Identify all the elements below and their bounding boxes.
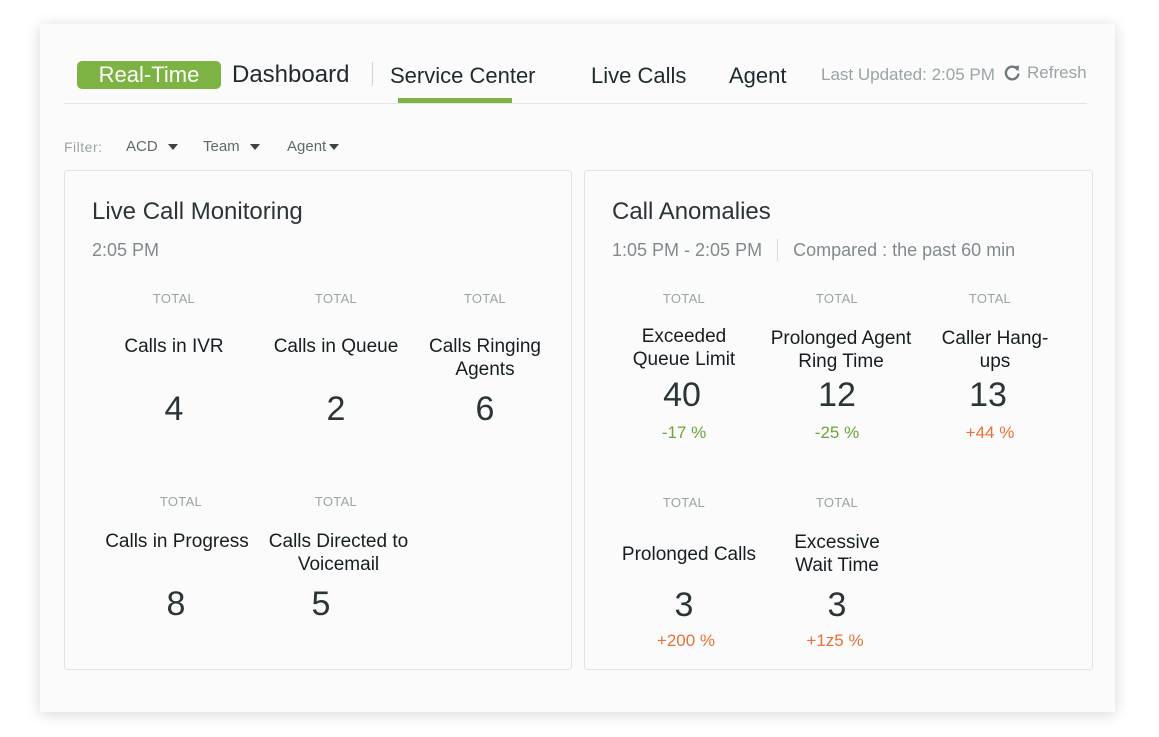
page-title: Dashboard xyxy=(232,61,350,88)
metric-total-label: TOTAL xyxy=(815,495,859,510)
metric-value: 8 xyxy=(166,585,186,623)
metric-change: -25 % xyxy=(814,423,860,442)
metric-value: 6 xyxy=(475,390,495,428)
title-divider xyxy=(372,62,373,86)
metric-label: Excessive Wait Time xyxy=(794,532,880,576)
metric-label: Prolonged Calls xyxy=(621,544,757,565)
metric-value: 4 xyxy=(164,390,184,428)
caret-down-icon xyxy=(329,143,340,150)
tab-agent[interactable]: Agent xyxy=(729,63,787,88)
metric-label: Prolonged Agent Ring Time xyxy=(770,328,912,372)
refresh-button[interactable]: Refresh xyxy=(1003,62,1087,84)
metric-value: 2 xyxy=(326,390,346,428)
metric-value: 3 xyxy=(827,586,847,624)
filter-acd-label: ACD xyxy=(126,138,158,155)
metric-total-label: TOTAL xyxy=(314,494,358,509)
header-divider xyxy=(64,103,1087,104)
panel-title: Live Call Monitoring xyxy=(92,198,303,225)
call-anomalies-panel: Call Anomalies 1:05 PM - 2:05 PM Compare… xyxy=(584,170,1093,670)
filter-agent-dropdown[interactable]: Agent xyxy=(287,138,340,155)
metric-total-label: TOTAL xyxy=(314,291,358,306)
refresh-icon xyxy=(1003,64,1021,82)
filter-team-label: Team xyxy=(203,138,240,155)
active-tab-indicator xyxy=(398,98,512,103)
metric-label: Calls Directed to Voicemail xyxy=(268,531,409,575)
caret-down-icon xyxy=(249,143,260,150)
metric-label: Calls in Progress xyxy=(105,531,249,552)
metric-label: Calls Ringing Agents xyxy=(429,336,541,380)
metric-value: 13 xyxy=(969,376,1007,414)
tab-live-calls[interactable]: Live Calls xyxy=(591,63,687,88)
metric-total-label: TOTAL xyxy=(463,291,507,306)
metric-change: +200 % xyxy=(656,631,716,650)
filter-acd-dropdown[interactable]: ACD xyxy=(126,138,178,155)
metric-value: 3 xyxy=(674,586,694,624)
metric-change: -17 % xyxy=(661,423,707,442)
panel-title: Call Anomalies xyxy=(612,198,771,225)
filter-team-dropdown[interactable]: Team xyxy=(203,138,260,155)
time-range: 1:05 PM - 2:05 PM xyxy=(612,240,763,260)
panel-time: 2:05 PM xyxy=(92,240,160,260)
dashboard-card: Real-Time Dashboard Service Center Live … xyxy=(40,24,1115,712)
metric-total-label: TOTAL xyxy=(662,495,706,510)
filter-label: Filter: xyxy=(64,139,103,155)
metric-label: Calls in Queue xyxy=(273,336,399,357)
metric-change: +1z5 % xyxy=(806,631,864,650)
filter-agent-label: Agent xyxy=(287,138,327,155)
metric-value: 5 xyxy=(311,585,331,623)
metric-label: Calls in IVR xyxy=(124,336,224,357)
metric-total-label: TOTAL xyxy=(159,494,203,509)
metric-label: Exceeded Queue Limit xyxy=(632,326,736,370)
metric-total-label: TOTAL xyxy=(815,291,859,306)
live-call-monitoring-panel: Live Call Monitoring 2:05 PM TOTAL Calls… xyxy=(64,170,572,670)
metric-total-label: TOTAL xyxy=(662,291,706,306)
metric-label: Caller Hang-ups xyxy=(941,328,1049,372)
panel-time-range: 1:05 PM - 2:05 PM Compared : the past 60… xyxy=(612,239,1015,261)
metric-change: +44 % xyxy=(965,423,1015,442)
realtime-badge: Real-Time xyxy=(77,61,221,89)
tab-service-center[interactable]: Service Center xyxy=(390,63,536,88)
metric-value: 40 xyxy=(663,376,701,414)
comparison-text: Compared : the past 60 min xyxy=(793,240,1016,260)
metric-total-label: TOTAL xyxy=(968,291,1012,306)
metric-total-label: TOTAL xyxy=(152,291,196,306)
last-updated-text: Last Updated: 2:05 PM xyxy=(821,65,995,84)
caret-down-icon xyxy=(167,143,178,150)
refresh-label: Refresh xyxy=(1027,63,1087,82)
divider xyxy=(777,239,779,261)
metric-value: 12 xyxy=(818,376,856,414)
